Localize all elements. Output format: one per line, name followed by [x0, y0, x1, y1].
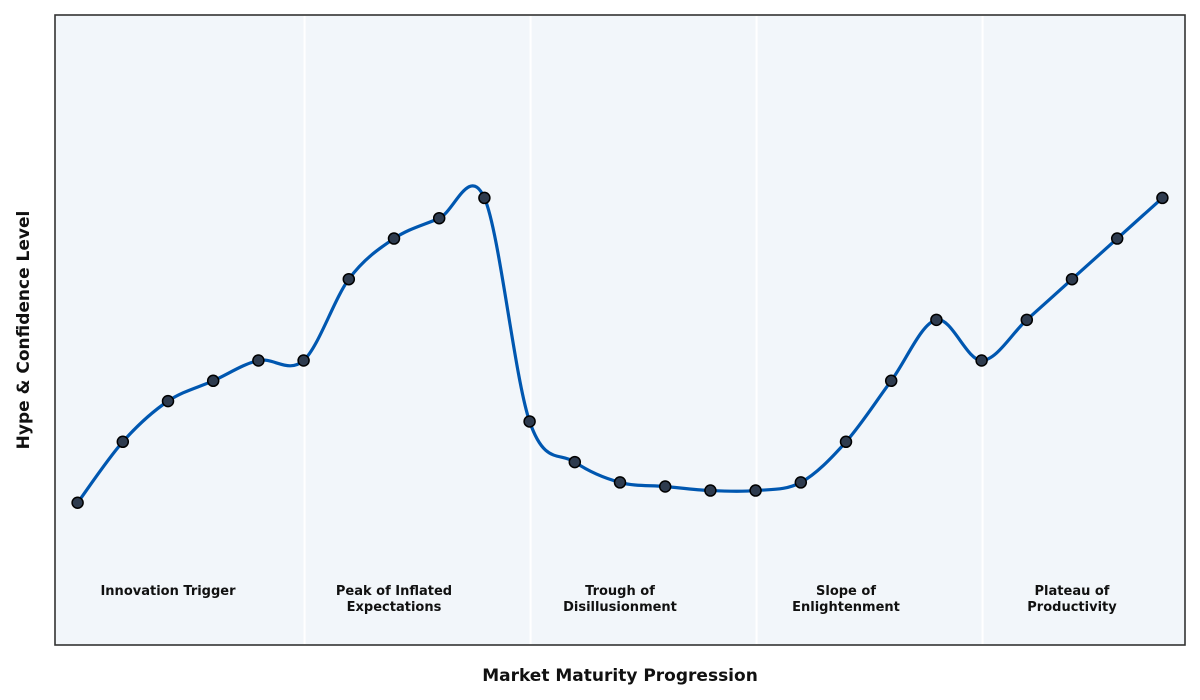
y-axis-title: Hype & Confidence Level	[14, 211, 34, 450]
phase-label-line: Peak of Inflated	[336, 584, 452, 599]
data-markers	[71, 191, 1169, 509]
data-point	[478, 191, 491, 205]
data-point	[1020, 313, 1034, 327]
data-point	[613, 476, 627, 489]
plot-background	[55, 15, 1185, 645]
phase-label-line: Enlightenment	[792, 600, 900, 615]
data-point	[342, 272, 356, 286]
data-point	[206, 374, 220, 388]
phase-label: Innovation Trigger	[100, 584, 236, 599]
phase-label-line: Trough of	[585, 584, 655, 599]
phase-label: Peak of Inflated Expectations	[336, 584, 452, 615]
data-point	[1110, 232, 1124, 245]
data-point	[297, 354, 310, 367]
phase-label-line: Innovation Trigger	[100, 584, 236, 599]
data-point	[116, 435, 130, 449]
data-point	[71, 496, 84, 509]
data-point	[749, 484, 762, 497]
series-line	[76, 184, 1164, 505]
x-axis-title: Market Maturity Progression	[482, 666, 758, 686]
data-point	[839, 435, 853, 449]
data-point	[387, 232, 401, 245]
data-point	[523, 415, 536, 428]
phase-labels: Innovation Trigger Peak of Inflated Expect…	[100, 584, 1117, 615]
data-point	[658, 480, 672, 493]
data-point	[930, 313, 943, 327]
phase-label-line: Expectations	[347, 600, 442, 615]
data-point	[704, 484, 717, 497]
data-point	[975, 354, 988, 367]
phase-dividers	[303, 16, 984, 644]
phase-label-line: Plateau of	[1035, 584, 1110, 599]
data-point	[432, 211, 446, 225]
data-point	[252, 354, 265, 367]
data-point	[1156, 191, 1169, 205]
phase-label: Slope of Enlightenment	[792, 584, 900, 615]
phase-label-line: Slope of	[816, 584, 876, 599]
phase-label-line: Productivity	[1027, 600, 1117, 615]
data-point	[161, 394, 175, 408]
phase-label: Trough of Disillusionment	[563, 584, 677, 615]
plot-frame	[54, 14, 1186, 646]
phase-label-line: Disillusionment	[563, 600, 677, 615]
data-point	[884, 374, 898, 388]
data-point	[794, 476, 808, 489]
data-point	[568, 455, 582, 469]
phase-label: Plateau of Productivity	[1027, 584, 1117, 615]
data-point	[1065, 272, 1079, 286]
